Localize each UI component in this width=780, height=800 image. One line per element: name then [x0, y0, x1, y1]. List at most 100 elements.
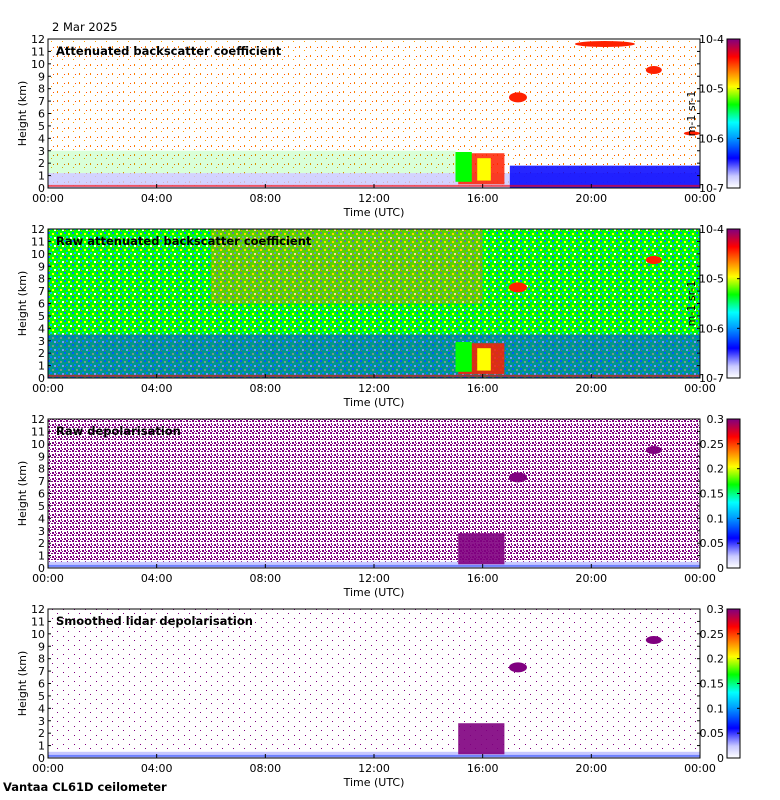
- y-tick-label: 6: [38, 678, 45, 691]
- y-tick-label: 12: [31, 603, 45, 616]
- cloud-feature-high: [645, 66, 662, 75]
- y-tick-label: 4: [38, 322, 45, 335]
- cloud-feature-mid: [508, 472, 527, 483]
- colorbar-tick-label: 10-4: [699, 33, 724, 46]
- y-axis-label: Height (km): [16, 81, 29, 147]
- cloud-feature-core: [477, 158, 491, 181]
- y-tick-label: 8: [38, 83, 45, 96]
- x-tick-label: 04:00: [141, 192, 173, 205]
- y-tick-label: 8: [38, 273, 45, 286]
- cloud-feature-edge: [455, 341, 472, 372]
- x-tick-label: 16:00: [467, 192, 499, 205]
- heatmap-region-low: [48, 334, 700, 378]
- colorbar-tick-label: 0: [717, 752, 724, 765]
- x-tick-label: 04:00: [141, 762, 173, 775]
- y-tick-label: 11: [31, 235, 45, 248]
- x-tick-label: 08:00: [249, 572, 281, 585]
- x-tick-label: 00:00: [684, 572, 716, 585]
- y-tick-label: 11: [31, 425, 45, 438]
- colorbar-tick-label: 0.3: [707, 413, 725, 426]
- colorbar-tick-label: 10-4: [699, 223, 724, 236]
- y-tick-label: 1: [38, 550, 45, 563]
- x-tick-label: 00:00: [684, 762, 716, 775]
- y-tick-label: 2: [38, 157, 45, 170]
- y-tick-label: 3: [38, 525, 45, 538]
- cloud-feature-mid: [508, 92, 527, 103]
- x-tick-label: 16:00: [467, 572, 499, 585]
- x-tick-label: 12:00: [358, 192, 390, 205]
- y-tick-label: 3: [38, 335, 45, 348]
- colorbar-tick-label: 0.3: [707, 603, 725, 616]
- y-tick-label: 12: [31, 33, 45, 46]
- panel-title: Smoothed lidar depolarisation: [56, 614, 253, 628]
- cloud-feature-mid: [508, 662, 527, 673]
- colorbar-tick-label: 10-7: [699, 372, 724, 385]
- y-tick-label: 7: [38, 285, 45, 298]
- colorbar: [726, 228, 741, 379]
- x-tick-label: 04:00: [141, 572, 173, 585]
- x-tick-label: 00:00: [32, 192, 64, 205]
- panel-title: Raw depolarisation: [56, 424, 181, 438]
- colorbar-tick-label: 0.25: [700, 438, 725, 451]
- y-tick-label: 0: [38, 562, 45, 575]
- heatmap-region-boundary: [509, 165, 700, 188]
- y-tick-label: 6: [38, 488, 45, 501]
- y-tick-label: 6: [38, 108, 45, 121]
- colorbar-label: m-1 sr-1: [685, 91, 698, 137]
- y-tick-label: 12: [31, 223, 45, 236]
- cloud-feature-right: [683, 131, 700, 136]
- cloud-feature-low: [458, 533, 505, 565]
- y-tick-label: 1: [38, 170, 45, 183]
- y-tick-label: 2: [38, 347, 45, 360]
- colorbar-tick-label: 0.15: [700, 678, 725, 691]
- heatmap-field: [48, 609, 700, 758]
- y-tick-label: 9: [38, 260, 45, 273]
- y-tick-label: 2: [38, 537, 45, 550]
- y-tick-label: 5: [38, 310, 45, 323]
- y-tick-label: 12: [31, 413, 45, 426]
- colorbar-tick-label: 0.2: [707, 653, 725, 666]
- x-tick-label: 00:00: [32, 762, 64, 775]
- y-tick-label: 3: [38, 715, 45, 728]
- y-tick-label: 0: [38, 372, 45, 385]
- y-tick-label: 10: [31, 628, 45, 641]
- colorbar-tick-label: 10-5: [699, 273, 724, 286]
- x-axis-label: Time (UTC): [343, 206, 405, 219]
- colorbar-label: m-1 sr-1: [685, 281, 698, 327]
- y-tick-label: 4: [38, 132, 45, 145]
- y-tick-label: 4: [38, 702, 45, 715]
- cloud-feature-edge: [455, 151, 472, 182]
- y-axis-label: Height (km): [16, 461, 29, 527]
- y-tick-label: 0: [38, 752, 45, 765]
- y-tick-label: 10: [31, 438, 45, 451]
- x-tick-label: 08:00: [249, 382, 281, 395]
- y-tick-label: 2: [38, 727, 45, 740]
- x-tick-label: 16:00: [467, 762, 499, 775]
- x-axis-label: Time (UTC): [343, 776, 405, 789]
- x-tick-label: 12:00: [358, 382, 390, 395]
- y-tick-label: 7: [38, 665, 45, 678]
- y-tick-label: 8: [38, 653, 45, 666]
- heatmap-region-mid: [48, 150, 456, 174]
- cloud-feature-high: [645, 256, 662, 265]
- x-tick-label: 08:00: [249, 192, 281, 205]
- y-tick-label: 1: [38, 740, 45, 753]
- cloud-feature-high: [645, 636, 662, 645]
- x-tick-label: 20:00: [575, 382, 607, 395]
- y-tick-label: 5: [38, 500, 45, 513]
- y-tick-label: 10: [31, 248, 45, 261]
- x-tick-label: 20:00: [575, 572, 607, 585]
- colorbar-tick-label: 10-6: [699, 132, 724, 145]
- cloud-feature-core: [477, 348, 491, 371]
- colorbar-tick-label: 0.1: [707, 512, 725, 525]
- x-tick-label: 00:00: [32, 382, 64, 395]
- panel-title: Raw attenuated backscatter coefficient: [56, 234, 312, 248]
- y-tick-label: 9: [38, 640, 45, 653]
- colorbar-tick-label: 0.2: [707, 463, 725, 476]
- panel-title: Attenuated backscatter coefficient: [56, 44, 282, 58]
